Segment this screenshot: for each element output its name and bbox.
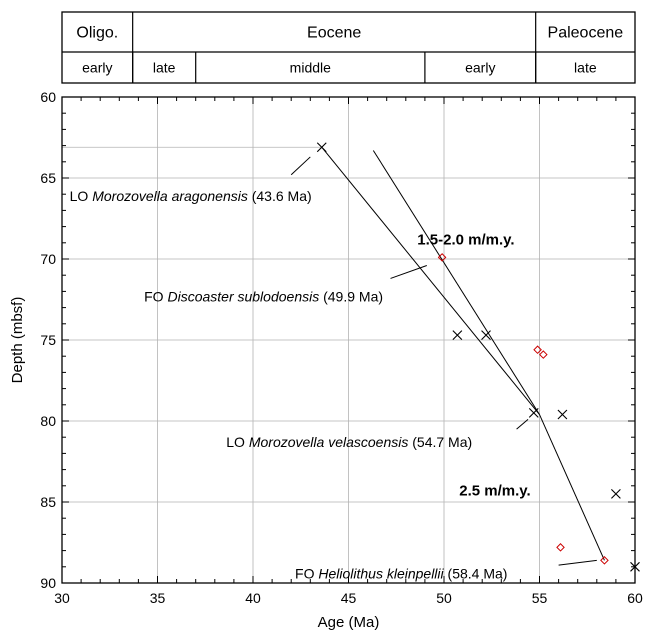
diamond-marker	[556, 543, 565, 552]
x-marker	[557, 409, 568, 420]
event-age: (49.9 Ma)	[319, 288, 383, 304]
subepoch-label: middle	[290, 60, 331, 76]
subepoch-label: early	[465, 60, 495, 76]
taxon-name: Morozovella velascoensis	[249, 434, 409, 450]
annotation-leader	[390, 265, 427, 279]
diamond-marker	[533, 345, 542, 355]
taxon-name: Discoaster sublodoensis	[167, 288, 319, 304]
biostratigraphic-event-label: LO Morozovella aragonensis (43.6 Ma)	[70, 188, 312, 204]
annotation-labels: LO Morozovella aragonensis (43.6 Ma) FO D…	[70, 188, 531, 581]
sedimentation-rate-line	[372, 150, 540, 415]
event-type: FO	[295, 565, 318, 581]
epoch-label: Oligo.	[76, 25, 118, 42]
grid-lines	[62, 97, 635, 583]
x-tick-label: 50	[436, 590, 452, 606]
x-marker	[611, 489, 621, 499]
x-tick-label: 35	[150, 590, 166, 606]
x-axis-label: Age (Ma)	[318, 614, 380, 631]
sedimentation-rate-lines	[321, 146, 605, 561]
x-tick-label: 55	[532, 590, 548, 606]
y-tick-label: 75	[40, 332, 56, 348]
sedimentation-rate-label: 2.5 m/m.y.	[459, 483, 530, 500]
epoch-label: Eocene	[307, 25, 361, 42]
annotation-leader	[516, 418, 529, 430]
x-marker	[452, 330, 463, 341]
biostratigraphic-event-label: FO Discoaster sublodoensis (49.9 Ma)	[144, 288, 383, 304]
annotation-leader-lines	[290, 156, 597, 566]
diamond-marker	[600, 556, 609, 565]
biostratigraphic-event-label: FO Heliolithus kleinpellii (58.4 Ma)	[295, 565, 507, 581]
x-marker	[316, 142, 327, 153]
axis-tick-labels: 30 35 40 45 50 55 60 60 65 70 75 80 85 90	[40, 89, 643, 606]
y-tick-label: 65	[40, 170, 56, 186]
annotation-leader	[558, 559, 597, 566]
strat-band-frame	[61, 11, 636, 84]
event-age: (43.6 Ma)	[248, 188, 312, 204]
y-axis-label: Depth (mbsf)	[9, 297, 26, 384]
stratigraphic-timescale-band: Oligo. Eocene Paleocene early late middle earl…	[61, 11, 636, 84]
annotation-leader	[290, 156, 311, 176]
y-tick-label: 60	[40, 89, 56, 105]
biostratigraphic-event-label: LO Morozovella velascoensis (54.7 Ma)	[226, 434, 472, 450]
data-markers	[316, 142, 640, 572]
diamond-marker	[539, 350, 548, 359]
event-type: FO	[144, 288, 167, 304]
x-tick-label: 45	[341, 590, 357, 606]
x-marker	[481, 330, 491, 341]
diamond-marker	[437, 253, 447, 262]
event-type: LO	[226, 434, 249, 450]
taxon-name: Morozovella aragonensis	[92, 188, 248, 204]
y-tick-label: 70	[40, 251, 56, 267]
y-tick-label: 80	[40, 413, 56, 429]
sedimentation-rate-label: 1.5-2.0 m/m.y.	[417, 232, 514, 249]
subepoch-label: early	[82, 60, 112, 76]
subepoch-label: late	[574, 60, 597, 76]
event-age: (58.4 Ma)	[444, 565, 508, 581]
sedimentation-rate-line	[539, 414, 605, 561]
taxon-name: Heliolithus kleinpellii	[318, 565, 444, 581]
x-tick-label: 40	[245, 590, 261, 606]
event-type: LO	[70, 188, 93, 204]
x-tick-label: 60	[627, 590, 643, 606]
y-tick-label: 85	[40, 494, 56, 510]
event-age: (54.7 Ma)	[408, 434, 472, 450]
x-tick-label: 30	[54, 590, 70, 606]
y-tick-label: 90	[40, 575, 56, 591]
epoch-label: Paleocene	[548, 25, 624, 42]
x-marker	[528, 408, 539, 418]
axis-ticks	[61, 96, 636, 584]
subepoch-label: late	[153, 60, 176, 76]
sedimentation-rate-line	[321, 146, 540, 415]
